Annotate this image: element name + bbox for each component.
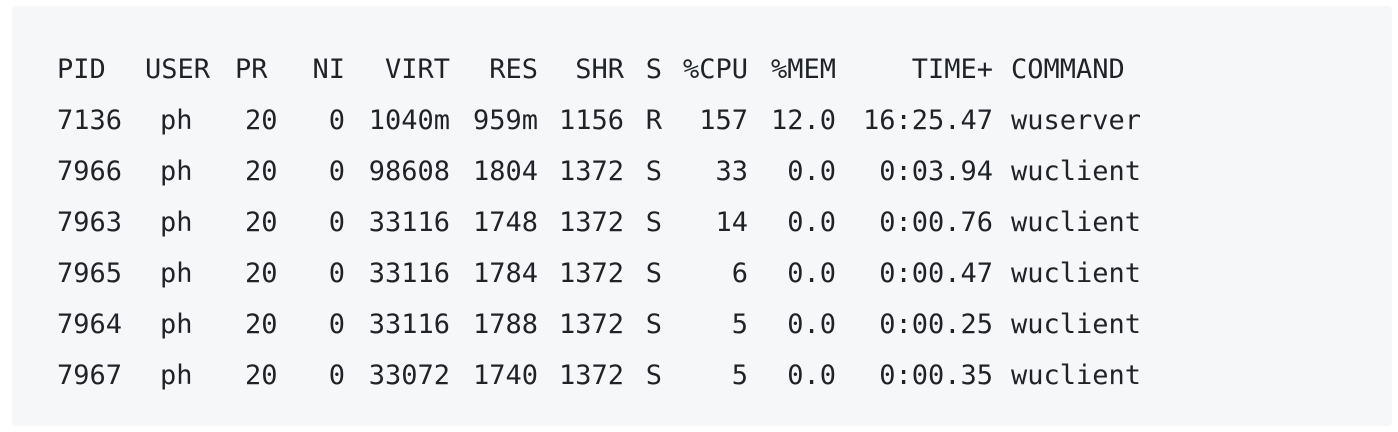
cell-virt: 33116 — [368, 258, 450, 289]
cell-ni: 0 — [328, 309, 345, 340]
cell-user: ph — [160, 309, 193, 340]
cell-pid: 7963 — [57, 207, 123, 238]
cell-pid: 7964 — [57, 309, 123, 340]
cell-time: 0:00.25 — [879, 309, 993, 340]
cell-state: S — [645, 309, 662, 340]
cell-pid: 7967 — [57, 360, 123, 391]
cell-pid: 7136 — [57, 105, 123, 136]
cell-res: 959m — [472, 105, 538, 136]
cell-virt: 1040m — [368, 105, 450, 136]
cell-cpu: 157 — [699, 105, 748, 136]
cell-mem: 0.0 — [787, 258, 836, 289]
header-cpu: %CPU — [682, 54, 748, 85]
cell-mem: 0.0 — [787, 156, 836, 187]
header-row: PID USER PR NI VIRT RES SHR S %CPU %MEM … — [57, 44, 1141, 95]
cell-cpu: 33 — [715, 156, 748, 187]
header-pid: PID — [57, 54, 106, 85]
cell-virt: 33072 — [368, 360, 450, 391]
header-shr: SHR — [575, 54, 624, 85]
cell-mem: 0.0 — [787, 207, 836, 238]
cell-cpu: 14 — [715, 207, 748, 238]
cell-shr: 1372 — [558, 207, 624, 238]
header-user: USER — [145, 54, 211, 85]
cell-command: wuclient — [1011, 360, 1142, 391]
header-pr: PR — [235, 54, 268, 85]
cell-state: R — [645, 105, 662, 136]
cell-res: 1784 — [472, 258, 538, 289]
table-row: 7963 ph 20 0 33116 1748 1372 S 14 0.0 0:… — [57, 197, 1141, 248]
cell-state: S — [645, 207, 662, 238]
cell-pr: 20 — [245, 207, 278, 238]
cell-user: ph — [160, 105, 193, 136]
process-table: PID USER PR NI VIRT RES SHR S %CPU %MEM … — [57, 44, 1141, 401]
cell-ni: 0 — [328, 105, 345, 136]
cell-time: 16:25.47 — [862, 105, 993, 136]
cell-ni: 0 — [328, 207, 345, 238]
cell-res: 1804 — [472, 156, 538, 187]
cell-mem: 12.0 — [770, 105, 836, 136]
cell-shr: 1372 — [558, 309, 624, 340]
cell-pr: 20 — [245, 309, 278, 340]
table-row: 7967 ph 20 0 33072 1740 1372 S 5 0.0 0:0… — [57, 350, 1141, 401]
cell-state: S — [645, 156, 662, 187]
cell-time: 0:03.94 — [879, 156, 993, 187]
cell-cpu: 6 — [731, 258, 748, 289]
header-mem: %MEM — [770, 54, 836, 85]
cell-ni: 0 — [328, 156, 345, 187]
header-ni: NI — [312, 54, 345, 85]
cell-res: 1748 — [472, 207, 538, 238]
cell-shr: 1372 — [558, 156, 624, 187]
table-row: 7136 ph 20 0 1040m 959m 1156 R 157 12.0 … — [57, 95, 1141, 146]
cell-command: wuserver — [1011, 105, 1142, 136]
cell-shr: 1156 — [558, 105, 624, 136]
cell-cpu: 5 — [731, 309, 748, 340]
cell-state: S — [645, 258, 662, 289]
cell-pid: 7965 — [57, 258, 123, 289]
cell-command: wuclient — [1011, 258, 1142, 289]
cell-cpu: 5 — [731, 360, 748, 391]
cell-pr: 20 — [245, 156, 278, 187]
cell-ni: 0 — [328, 258, 345, 289]
header-virt: VIRT — [384, 54, 450, 85]
header-time: TIME+ — [911, 54, 993, 85]
cell-state: S — [645, 360, 662, 391]
cell-pid: 7966 — [57, 156, 123, 187]
code-block-panel: PID USER PR NI VIRT RES SHR S %CPU %MEM … — [12, 6, 1392, 426]
cell-pr: 20 — [245, 258, 278, 289]
cell-command: wuclient — [1011, 207, 1142, 238]
header-command: COMMAND — [1011, 54, 1125, 85]
table-row: 7966 ph 20 0 98608 1804 1372 S 33 0.0 0:… — [57, 146, 1141, 197]
cell-command: wuclient — [1011, 309, 1142, 340]
table-row: 7965 ph 20 0 33116 1784 1372 S 6 0.0 0:0… — [57, 248, 1141, 299]
table-row: 7964 ph 20 0 33116 1788 1372 S 5 0.0 0:0… — [57, 299, 1141, 350]
cell-time: 0:00.35 — [879, 360, 993, 391]
cell-virt: 98608 — [368, 156, 450, 187]
cell-user: ph — [160, 258, 193, 289]
cell-res: 1740 — [472, 360, 538, 391]
cell-shr: 1372 — [558, 360, 624, 391]
cell-command: wuclient — [1011, 156, 1142, 187]
cell-ni: 0 — [328, 360, 345, 391]
cell-time: 0:00.76 — [879, 207, 993, 238]
cell-mem: 0.0 — [787, 360, 836, 391]
cell-user: ph — [160, 360, 193, 391]
cell-shr: 1372 — [558, 258, 624, 289]
process-table-body: 7136 ph 20 0 1040m 959m 1156 R 157 12.0 … — [57, 95, 1141, 401]
cell-pr: 20 — [245, 105, 278, 136]
cell-res: 1788 — [472, 309, 538, 340]
header-state: S — [645, 54, 662, 85]
cell-virt: 33116 — [368, 309, 450, 340]
cell-user: ph — [160, 207, 193, 238]
header-res: RES — [489, 54, 538, 85]
cell-mem: 0.0 — [787, 309, 836, 340]
cell-virt: 33116 — [368, 207, 450, 238]
cell-time: 0:00.47 — [879, 258, 993, 289]
process-table-header: PID USER PR NI VIRT RES SHR S %CPU %MEM … — [57, 44, 1141, 95]
cell-pr: 20 — [245, 360, 278, 391]
cell-user: ph — [160, 156, 193, 187]
